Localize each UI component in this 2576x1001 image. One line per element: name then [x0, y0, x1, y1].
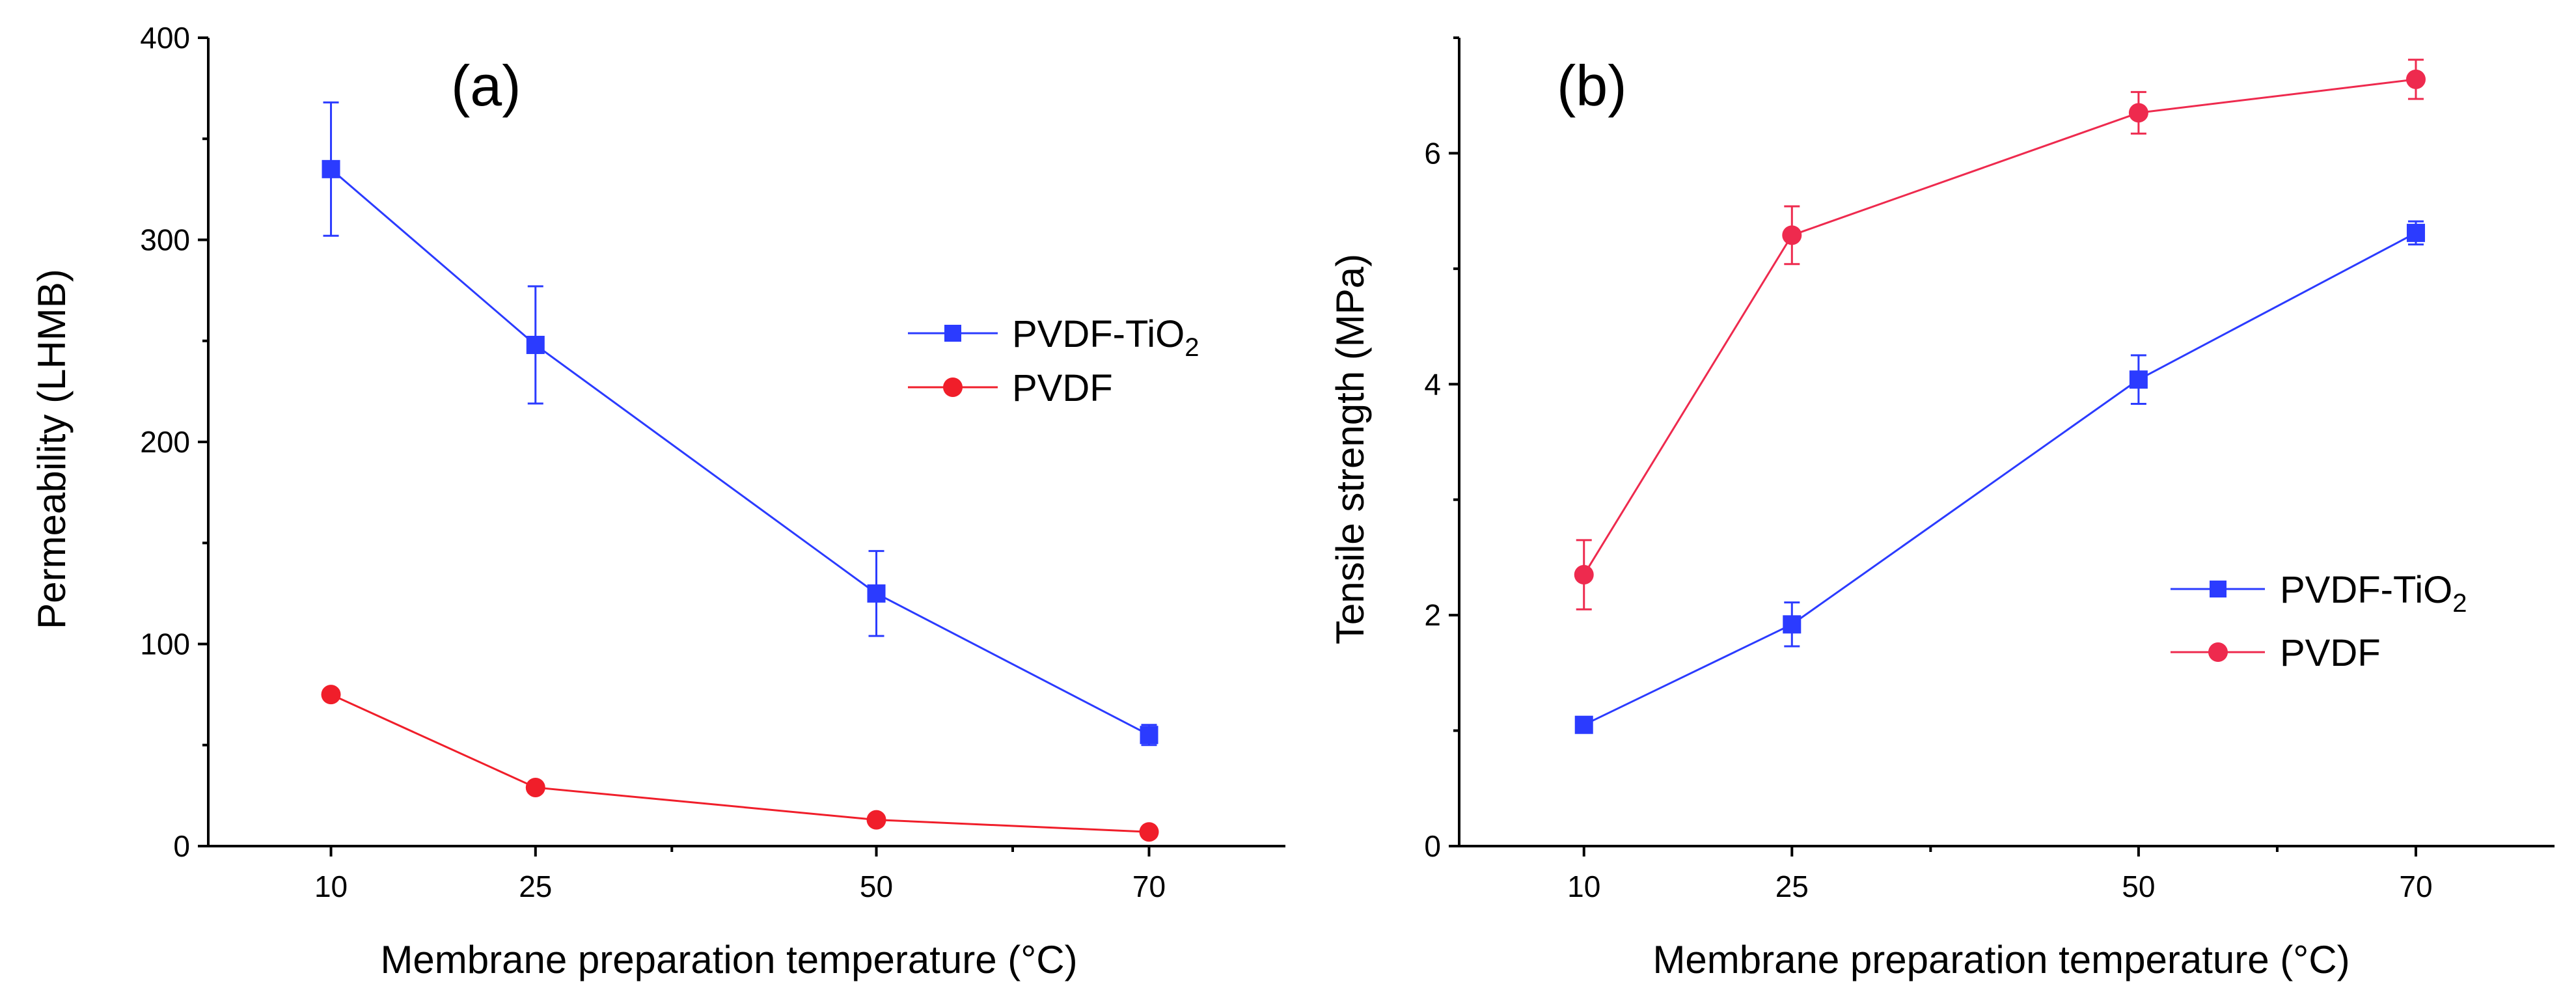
- panel-b-x-tick-label: 50: [2122, 870, 2155, 903]
- panel-a-legend-marker-pvdf: [943, 377, 963, 397]
- panel-a-legend-label-pvdf: PVDF: [1012, 367, 1113, 409]
- panel-a-x-tick-label: 50: [860, 870, 893, 903]
- panel-b-x-tick-label: 25: [1775, 870, 1809, 903]
- panel-b-label: (b): [1557, 53, 1627, 118]
- panel-b-x-axis-title: Membrane preparation temperature (°C): [1652, 938, 2350, 981]
- panel-a-data-point-pvdf-tio2: [867, 584, 886, 603]
- chart-panel-b: 0 2 4 6 10 25 50 70 (b) Membrane preparation te…: [1328, 36, 2555, 981]
- panel-b-data-point-pvdf-tio2: [1783, 615, 1802, 634]
- panel-a-y-tick-label: 200: [140, 425, 190, 459]
- panel-a-label: (a): [451, 53, 521, 118]
- panel-b-legend-label-pvdf: PVDF: [2280, 632, 2381, 674]
- panel-b-series-line-pvdf-tio2: [1583, 232, 2417, 726]
- panel-b-data-point-pvdf-tio2: [1574, 715, 1593, 734]
- panel-b-y-tick-label: 2: [1424, 598, 1441, 632]
- panel-b-data-point-pvdf: [2405, 69, 2426, 89]
- panel-b-y-axis-title: Tensile strength (MPa): [1328, 254, 1372, 644]
- panel-a-axes-frame: [207, 38, 1285, 847]
- panel-b-data-point-pvdf: [1782, 225, 1802, 245]
- panel-a-data-point-pvdf-tio2: [526, 335, 545, 354]
- panel-b-data-point-pvdf: [1574, 565, 1594, 585]
- panel-a-ticks: 0 100 200 300 400 10 25 50 70: [140, 21, 1166, 903]
- panel-a-series-line-pvdf-tio2: [330, 168, 1150, 736]
- panel-b-legend-marker-pvdf: [2208, 642, 2228, 662]
- panel-b-data-point-pvdf-tio2: [2406, 223, 2425, 242]
- panel-b-data-point-pvdf-tio2: [2129, 370, 2148, 389]
- panel-b-series-line-pvdf: [1583, 78, 2417, 575]
- panel-a-y-tick-label: 100: [140, 627, 190, 661]
- panel-b-x-tick-label: 70: [2399, 870, 2432, 903]
- panel-a-series-line-pvdf: [330, 693, 1149, 833]
- panel-a-legend-label-pvdf-tio2: PVDF-TiO2: [1012, 313, 1199, 362]
- panel-a-x-tick-label: 10: [314, 870, 348, 903]
- panel-a-data-point-pvdf: [866, 810, 886, 830]
- panel-a-y-tick-label: 400: [140, 21, 190, 55]
- panel-a-legend: PVDF-TiO2 PVDF: [908, 313, 1199, 409]
- panel-a-y-tick-label: 300: [140, 223, 190, 257]
- panel-a-y-tick-label: 0: [173, 829, 190, 863]
- panel-a-x-tick-label: 25: [519, 870, 552, 903]
- panel-a-data-point-pvdf: [525, 777, 545, 797]
- panel-a-data-point-pvdf-tio2: [1140, 726, 1158, 745]
- panel-a-series-layer: [321, 101, 1159, 842]
- panel-b-series-layer: [1574, 59, 2426, 734]
- panel-a-legend-marker-pvdf-tio2: [944, 325, 961, 342]
- panel-b-y-tick-label: 0: [1424, 829, 1441, 863]
- panel-b-y-tick-label: 4: [1424, 367, 1441, 401]
- panel-b-y-tick-label: 6: [1424, 136, 1441, 170]
- panel-a-y-axis-title: Permeability (LHMB): [30, 269, 74, 629]
- panel-a-data-point-pvdf-tio2: [322, 159, 340, 178]
- panel-b-x-tick-label: 10: [1567, 870, 1600, 903]
- panel-a-x-tick-label: 70: [1132, 870, 1166, 903]
- panel-b-ticks: 0 2 4 6 10 25 50 70: [1424, 36, 2433, 903]
- panel-a-data-point-pvdf: [321, 685, 341, 705]
- panel-b-data-point-pvdf: [2128, 103, 2148, 123]
- panel-b-legend-marker-pvdf-tio2: [2210, 581, 2227, 597]
- panel-b-legend: PVDF-TiO2 PVDF: [2171, 569, 2467, 674]
- chart-panel-a: 0 100 200 300 400 10 25 50 70 (a) Membrane prepa…: [30, 21, 1285, 981]
- panel-a-data-point-pvdf: [1139, 822, 1159, 842]
- panel-a-x-axis-title: Membrane preparation temperature (°C): [380, 938, 1077, 981]
- panel-b-legend-label-pvdf-tio2: PVDF-TiO2: [2280, 569, 2467, 618]
